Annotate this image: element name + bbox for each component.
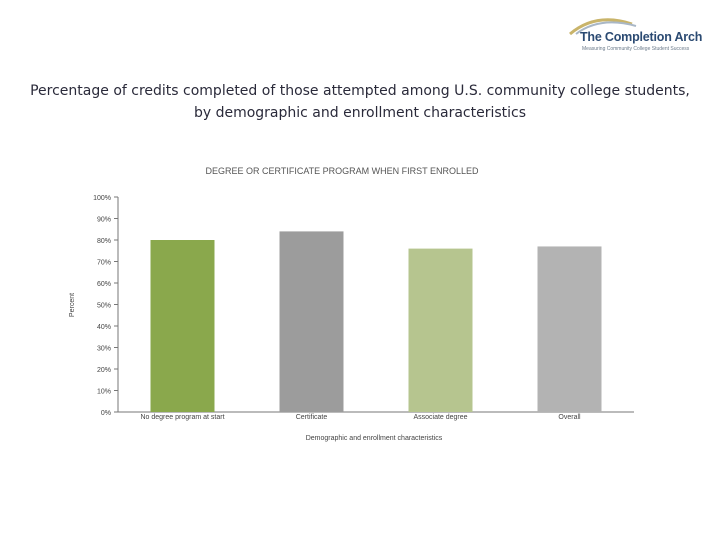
x-tick-label: Overall <box>558 414 581 421</box>
bar <box>279 231 344 412</box>
y-tick-label: 90% <box>97 217 111 224</box>
y-axis-label: Percent <box>69 293 76 317</box>
y-tick-label: 0% <box>101 410 111 417</box>
y-tick-label: 10% <box>97 389 111 396</box>
bar <box>408 248 473 412</box>
y-tick-label: 70% <box>97 260 111 267</box>
bar <box>150 240 215 412</box>
y-tick-label: 60% <box>97 281 111 288</box>
y-tick-label: 100% <box>93 195 111 202</box>
bar <box>537 246 602 412</box>
y-tick-label: 30% <box>97 346 111 353</box>
y-tick-label: 40% <box>97 324 111 331</box>
y-tick-label: 20% <box>97 367 111 374</box>
completion-arch-logo: The Completion Arch Measuring Community … <box>566 14 712 56</box>
slide-title: Percentage of credits completed of those… <box>30 83 690 121</box>
x-tick-label: No degree program at start <box>140 414 224 421</box>
x-tick-label: Associate degree <box>413 414 467 421</box>
x-axis-label: Demographic and enrollment characteristi… <box>306 435 443 442</box>
logo-name: The Completion Arch <box>580 30 703 44</box>
chart-title: DEGREE OR CERTIFICATE PROGRAM WHEN FIRST… <box>205 166 479 176</box>
y-tick-label: 50% <box>97 303 111 310</box>
logo-tagline: Measuring Community College Student Succ… <box>582 46 690 52</box>
logo-arc-icon <box>569 18 637 36</box>
y-tick-label: 80% <box>97 238 111 245</box>
x-tick-label: Certificate <box>296 414 328 421</box>
